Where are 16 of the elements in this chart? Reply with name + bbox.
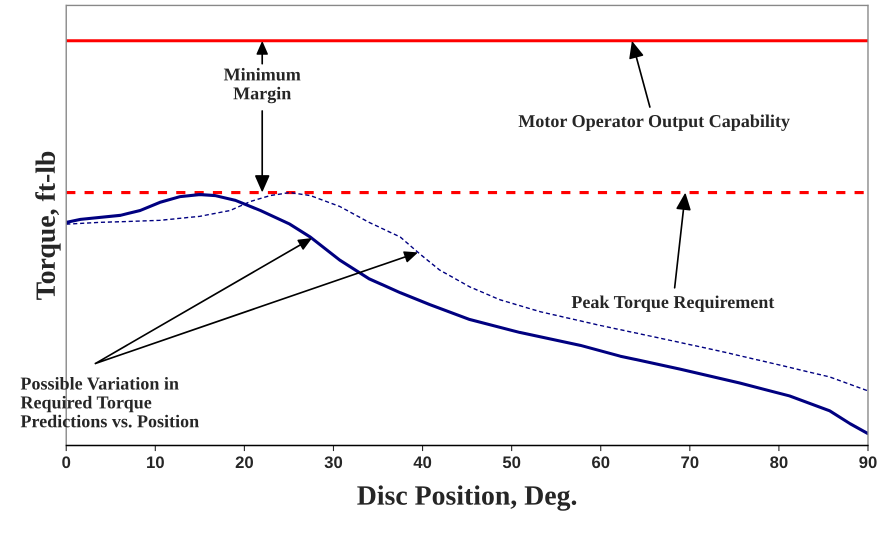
annotation: Possible Variation in Required Torque Predictions vs. Position: [20, 376, 199, 428]
x-tick-label: 40: [414, 456, 432, 468]
x-tick-label: 60: [592, 456, 610, 468]
y-axis-title: Torque, ft-lb: [35, 152, 61, 300]
x-tick-label: 70: [681, 456, 698, 468]
x-tick-label: 20: [236, 456, 253, 468]
x-axis-title: Disc Position, Deg.: [357, 485, 576, 511]
x-tick-label: 80: [770, 456, 788, 468]
annotation: Peak Torque Requirement: [572, 295, 774, 312]
x-tick-label: 10: [147, 456, 164, 468]
x-tick-label: 50: [502, 456, 520, 468]
annotation: Minimum Margin: [224, 68, 301, 104]
x-tick-label: 30: [324, 456, 342, 468]
x-tick-label: 90: [859, 456, 877, 468]
annotation: Motor Operator Output Capability: [518, 114, 790, 131]
x-tick-label: 0: [62, 456, 70, 468]
